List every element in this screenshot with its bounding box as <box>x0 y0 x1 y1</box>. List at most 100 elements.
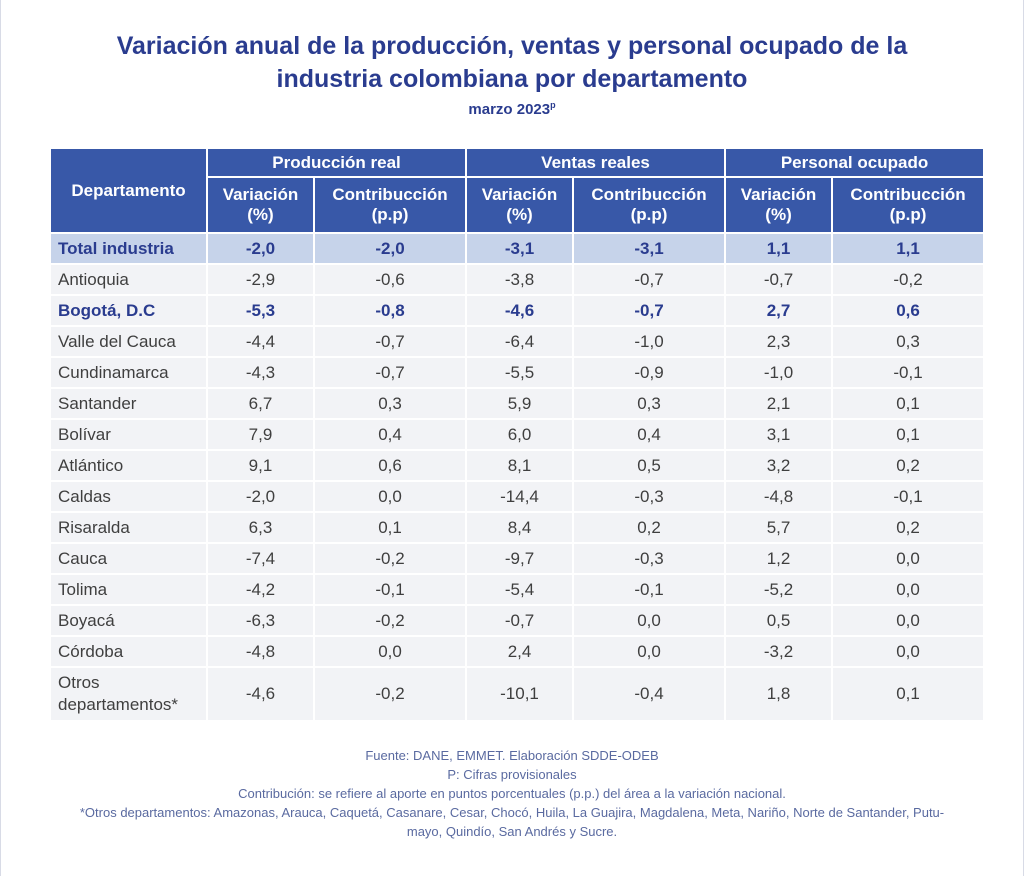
table-cell: 0,6 <box>315 451 466 480</box>
table-cell: -0,1 <box>833 358 984 387</box>
table-row: Atlántico 9,1 0,6 8,1 0,5 3,2 0,2 <box>51 451 984 480</box>
table-cell: -0,9 <box>574 358 725 387</box>
table-cell: 0,3 <box>833 327 984 356</box>
table-cell: -6,3 <box>208 606 313 635</box>
table-cell: 0,0 <box>833 575 984 604</box>
table-cell: -4,4 <box>208 327 313 356</box>
table-row-others: Otros departamentos* -4,6 -0,2 -10,1 -0,4… <box>51 668 984 720</box>
table-cell: -14,4 <box>467 482 573 511</box>
row-label: Córdoba <box>51 637 206 666</box>
table-row: Bolívar 7,9 0,4 6,0 0,4 3,1 0,1 <box>51 420 984 449</box>
subheader-sales-variation: Variación (%) <box>467 178 573 232</box>
table-cell: -2,9 <box>208 265 313 294</box>
table-cell: 5,7 <box>726 513 832 542</box>
subheader-production-variation: Variación (%) <box>208 178 313 232</box>
row-label: Caldas <box>51 482 206 511</box>
footnotes: Fuente: DANE, EMMET. Elaboración SDDE-OD… <box>30 746 994 841</box>
table-cell: 6,7 <box>208 389 313 418</box>
table-cell: 1,2 <box>726 544 832 573</box>
table-cell: -4,2 <box>208 575 313 604</box>
table-cell: 0,0 <box>315 482 466 511</box>
table-cell: 0,0 <box>833 544 984 573</box>
table-cell: -0,2 <box>315 668 466 720</box>
table-cell: -0,6 <box>315 265 466 294</box>
subheader-production-contribution: Contribucción (p.p) <box>315 178 466 232</box>
table-cell: -4,3 <box>208 358 313 387</box>
table-cell: -1,0 <box>726 358 832 387</box>
row-label: Bogotá, D.C <box>51 296 206 325</box>
table-cell: 0,1 <box>315 513 466 542</box>
table-cell: 1,1 <box>833 234 984 263</box>
table-cell: -4,6 <box>467 296 573 325</box>
table-cell: -0,7 <box>315 327 466 356</box>
table-cell: -0,7 <box>726 265 832 294</box>
table-cell: -0,7 <box>315 358 466 387</box>
others-note-line-1: *Otros departamentos: Amazonas, Arauca, … <box>79 805 945 820</box>
table-cell: 6,0 <box>467 420 573 449</box>
subheader-personnel-variation: Variación (%) <box>726 178 832 232</box>
table-cell: -0,7 <box>467 606 573 635</box>
table-cell: 3,2 <box>726 451 832 480</box>
table-cell: 0,3 <box>574 389 725 418</box>
table-cell: -5,3 <box>208 296 313 325</box>
table-cell: 0,0 <box>315 637 466 666</box>
table-cell: 0,0 <box>833 606 984 635</box>
total-row: Total industria -2,0 -2,0 -3,1 -3,1 1,1 … <box>51 234 984 263</box>
table-cell: -4,8 <box>208 637 313 666</box>
table-cell: -9,7 <box>467 544 573 573</box>
header-group-row: Departamento Producción real Ventas real… <box>51 149 984 232</box>
table-cell: -1,0 <box>574 327 725 356</box>
table-cell: 0,2 <box>833 451 984 480</box>
table-cell: 0,1 <box>833 389 984 418</box>
group-header-production: Producción real <box>208 149 466 176</box>
table-row: Cundinamarca -4,3 -0,7 -5,5 -0,9 -1,0 -0… <box>51 358 984 387</box>
provisional-note: P: Cifras provisionales <box>447 767 577 782</box>
table-cell: 8,4 <box>467 513 573 542</box>
subheader-personnel-contribution: Contribucción (p.p) <box>833 178 984 232</box>
table-cell: 2,7 <box>726 296 832 325</box>
table-cell: 1,8 <box>726 668 832 720</box>
period-label: marzo 2023 <box>468 101 551 118</box>
table-cell: 3,1 <box>726 420 832 449</box>
table-row-highlight: Bogotá, D.C -5,3 -0,8 -4,6 -0,7 2,7 0,6 <box>51 296 984 325</box>
table-cell: -10,1 <box>467 668 573 720</box>
table-cell: 2,4 <box>467 637 573 666</box>
table-cell: -0,3 <box>574 482 725 511</box>
table-cell: 0,5 <box>574 451 725 480</box>
row-label: Tolima <box>51 575 206 604</box>
table-cell: -0,7 <box>574 265 725 294</box>
table-row: Tolima -4,2 -0,1 -5,4 -0,1 -5,2 0,0 <box>51 575 984 604</box>
table-cell: -3,8 <box>467 265 573 294</box>
row-label: Otros departamentos* <box>51 668 206 720</box>
row-label: Valle del Cauca <box>51 327 206 356</box>
others-note-line-2: mayo, Quindío, San Andrés y Sucre. <box>406 824 618 839</box>
data-table: Departamento Producción real Ventas real… <box>49 147 985 722</box>
table-cell: -4,6 <box>208 668 313 720</box>
title-line-2: industria colombiana por departamento <box>276 65 748 93</box>
row-label: Cundinamarca <box>51 358 206 387</box>
period-subtitle: marzo 2023p <box>0 100 1024 118</box>
table-cell: -0,4 <box>574 668 725 720</box>
table-cell: 6,3 <box>208 513 313 542</box>
table-cell: -0,3 <box>574 544 725 573</box>
table-row: Risaralda 6,3 0,1 8,4 0,2 5,7 0,2 <box>51 513 984 542</box>
table-cell: -0,2 <box>833 265 984 294</box>
table-cell: 0,0 <box>574 606 725 635</box>
contribution-note: Contribución: se refiere al aporte en pu… <box>238 786 786 801</box>
table-cell: 0,5 <box>726 606 832 635</box>
table-cell: 9,1 <box>208 451 313 480</box>
title-line-1: Variación anual de la producción, ventas… <box>116 32 908 60</box>
table-cell: 0,0 <box>574 637 725 666</box>
table-row: Boyacá -6,3 -0,2 -0,7 0,0 0,5 0,0 <box>51 606 984 635</box>
group-header-sales: Ventas reales <box>467 149 725 176</box>
table-cell: -3,2 <box>726 637 832 666</box>
table-cell: 2,1 <box>726 389 832 418</box>
table-row: Caldas -2,0 0,0 -14,4 -0,3 -4,8 -0,1 <box>51 482 984 511</box>
table-row: Cauca -7,4 -0,2 -9,7 -0,3 1,2 0,0 <box>51 544 984 573</box>
table-cell: 5,9 <box>467 389 573 418</box>
subheader-sales-contribution: Contribucción (p.p) <box>574 178 725 232</box>
table-cell: -2,0 <box>208 482 313 511</box>
table-cell: 0,1 <box>833 668 984 720</box>
table-cell: -0,1 <box>833 482 984 511</box>
table-cell: -0,2 <box>315 544 466 573</box>
